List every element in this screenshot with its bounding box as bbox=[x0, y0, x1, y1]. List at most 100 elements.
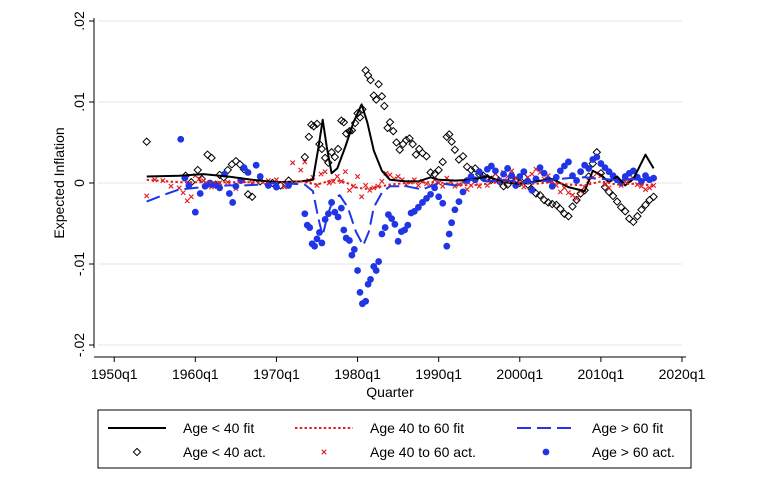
data-point bbox=[320, 153, 330, 163]
y-tick-label: .01 bbox=[71, 92, 87, 112]
data-point bbox=[455, 198, 463, 206]
data-point bbox=[168, 183, 174, 189]
data-point bbox=[448, 219, 456, 227]
data-point bbox=[401, 135, 411, 145]
data-point bbox=[196, 176, 202, 182]
data-point bbox=[340, 226, 348, 234]
data-point bbox=[565, 158, 572, 166]
data-point bbox=[588, 159, 598, 168]
y-axis-title: Expected Inflation bbox=[51, 127, 67, 238]
x-axis-title: Quarter bbox=[366, 384, 414, 400]
x-tick-label: 1950q1 bbox=[91, 366, 138, 382]
data-point bbox=[434, 165, 443, 175]
data-point bbox=[499, 181, 508, 191]
data-point bbox=[379, 178, 385, 184]
data-point bbox=[565, 190, 572, 196]
data-point bbox=[226, 190, 233, 197]
data-point bbox=[359, 194, 365, 200]
line-age-60-fit bbox=[146, 176, 654, 247]
data-point bbox=[520, 168, 528, 176]
data-point bbox=[372, 267, 380, 274]
y-tick-label: -.01 bbox=[71, 252, 87, 276]
data-point bbox=[301, 210, 309, 218]
data-point bbox=[356, 288, 364, 296]
data-point bbox=[371, 95, 381, 104]
y-tick-label: -.02 bbox=[71, 333, 87, 357]
data-point bbox=[144, 193, 150, 199]
data-point bbox=[442, 132, 452, 142]
data-point bbox=[346, 187, 353, 193]
data-point bbox=[414, 203, 422, 211]
data-point bbox=[387, 172, 393, 178]
data-point bbox=[422, 151, 431, 161]
data-point bbox=[447, 137, 456, 146]
legend-item-age-60-fit: Age > 60 fit bbox=[517, 420, 663, 436]
data-point bbox=[438, 157, 448, 167]
data-point bbox=[516, 173, 524, 180]
data-point bbox=[646, 185, 653, 191]
data-point bbox=[470, 164, 480, 173]
legend-swatch bbox=[542, 448, 550, 456]
data-point bbox=[560, 209, 569, 219]
data-point bbox=[235, 160, 245, 169]
data-point bbox=[362, 297, 370, 305]
data-point bbox=[227, 160, 237, 169]
legend-label: Age < 40 act. bbox=[183, 444, 266, 460]
legend-swatch bbox=[132, 447, 142, 457]
x-tick-label: 2010q1 bbox=[578, 366, 625, 382]
data-point bbox=[504, 165, 512, 172]
data-point bbox=[439, 199, 447, 207]
data-point bbox=[616, 202, 626, 212]
data-point bbox=[624, 214, 634, 223]
line-age-40-to-60-fit bbox=[146, 178, 654, 190]
data-point bbox=[302, 159, 308, 165]
data-point bbox=[528, 186, 536, 194]
data-point bbox=[337, 204, 345, 212]
data-point bbox=[606, 185, 612, 191]
legend-label: Age 40 to 60 act. bbox=[370, 444, 476, 460]
data-point bbox=[306, 224, 314, 231]
data-point bbox=[462, 162, 472, 172]
data-point bbox=[443, 242, 451, 250]
data-point bbox=[508, 172, 516, 180]
data-point bbox=[374, 79, 383, 89]
x-ticks: 1950q1 1960q1 1970q1 1980q1 1990q1 2000q1 2010… bbox=[91, 357, 706, 382]
data-point bbox=[334, 213, 342, 221]
data-point bbox=[450, 145, 460, 155]
legend-item-age-40-to-60-fit: Age 40 to 60 fit bbox=[295, 420, 464, 436]
data-point bbox=[620, 207, 630, 216]
data-point bbox=[454, 155, 464, 164]
data-point bbox=[191, 208, 199, 216]
data-point bbox=[459, 188, 467, 196]
data-point bbox=[608, 191, 618, 201]
data-point bbox=[188, 194, 194, 200]
data-point bbox=[536, 164, 544, 172]
legend-swatch bbox=[321, 449, 327, 455]
data-point bbox=[298, 167, 304, 173]
data-point bbox=[327, 147, 336, 157]
x-tick-label: 2020q1 bbox=[659, 366, 706, 382]
data-point bbox=[535, 190, 545, 200]
data-point bbox=[317, 144, 327, 154]
series-age-40-act bbox=[142, 66, 658, 227]
data-point bbox=[395, 173, 401, 180]
data-point bbox=[651, 182, 657, 189]
data-point bbox=[273, 183, 280, 191]
data-point bbox=[444, 130, 454, 139]
data-point bbox=[388, 215, 396, 223]
data-point bbox=[366, 75, 375, 85]
legend-item-age-40-fit: Age < 40 fit bbox=[108, 420, 254, 436]
data-point bbox=[350, 246, 358, 253]
data-point bbox=[354, 173, 361, 180]
y-tick-label: 0 bbox=[71, 179, 87, 187]
data-point bbox=[290, 160, 296, 166]
data-point bbox=[342, 169, 348, 175]
data-point bbox=[585, 165, 593, 172]
data-point bbox=[649, 192, 658, 202]
x-tick-label: 1980q1 bbox=[334, 366, 381, 382]
data-point bbox=[637, 205, 646, 215]
legend-box bbox=[97, 409, 692, 469]
data-point bbox=[229, 199, 237, 206]
legend-label: Age 40 to 60 fit bbox=[370, 420, 464, 436]
data-point bbox=[568, 202, 577, 211]
